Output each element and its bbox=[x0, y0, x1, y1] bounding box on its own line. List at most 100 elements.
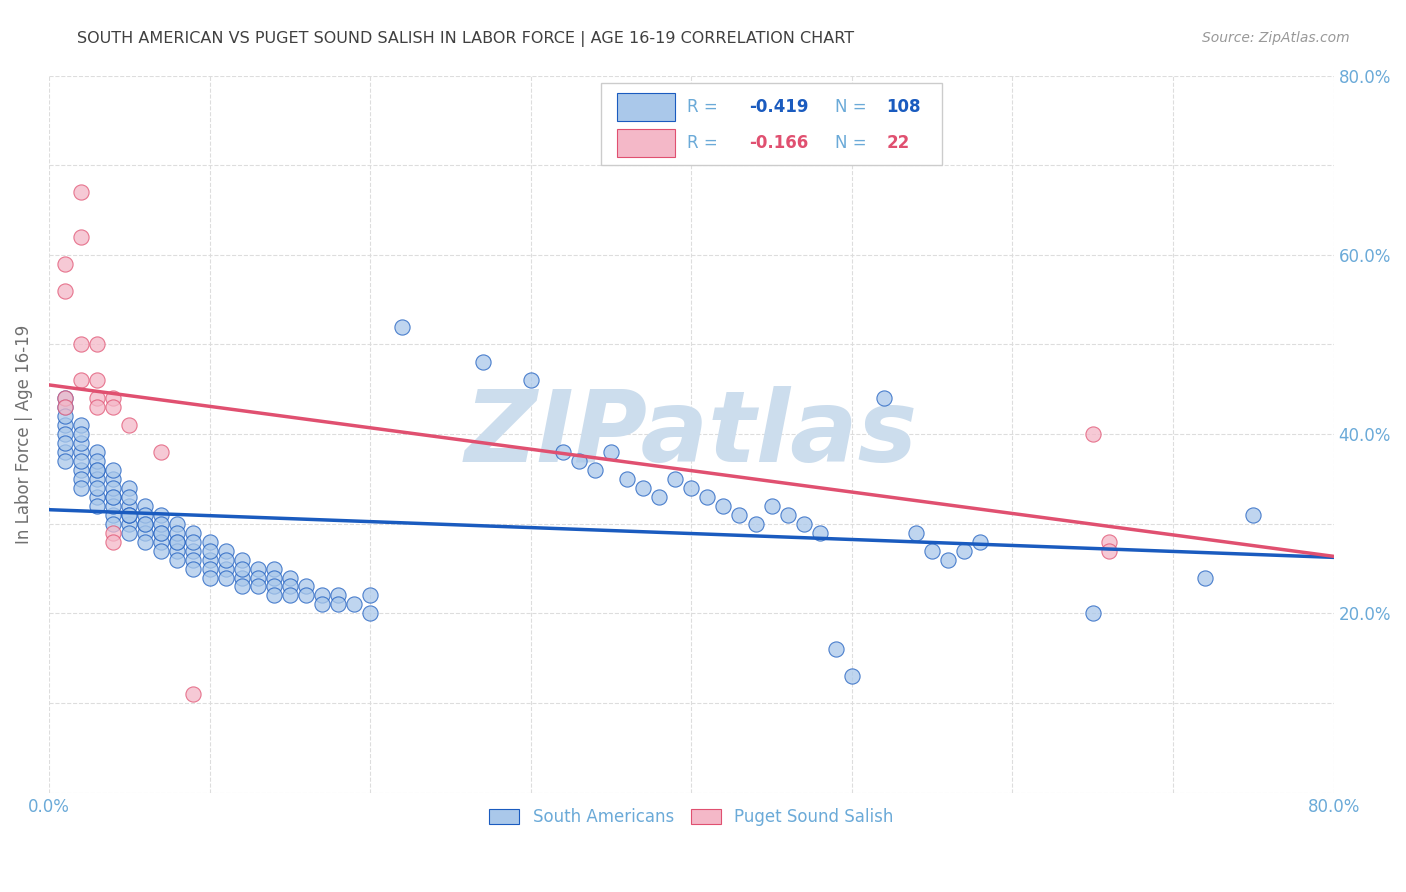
Point bbox=[183, 543, 205, 558]
Text: Source: ZipAtlas.com: Source: ZipAtlas.com bbox=[1202, 31, 1350, 45]
Point bbox=[231, 570, 253, 584]
Point bbox=[183, 687, 205, 701]
Point bbox=[70, 436, 93, 450]
Point bbox=[118, 418, 141, 433]
Point bbox=[86, 499, 108, 513]
Point bbox=[70, 337, 93, 351]
Point bbox=[311, 589, 333, 603]
Point bbox=[134, 534, 156, 549]
Point bbox=[921, 543, 943, 558]
Point bbox=[70, 481, 93, 495]
Point bbox=[713, 499, 735, 513]
Point bbox=[53, 391, 76, 405]
Point bbox=[70, 454, 93, 468]
Point bbox=[263, 589, 285, 603]
Point bbox=[53, 445, 76, 459]
Point bbox=[231, 579, 253, 593]
Point bbox=[134, 525, 156, 540]
Point bbox=[278, 579, 301, 593]
Point bbox=[118, 525, 141, 540]
Point bbox=[150, 445, 173, 459]
Point bbox=[471, 355, 494, 369]
Point bbox=[311, 598, 333, 612]
Point bbox=[664, 472, 686, 486]
Point bbox=[295, 579, 318, 593]
Point bbox=[166, 543, 188, 558]
Point bbox=[86, 472, 108, 486]
Point bbox=[103, 534, 125, 549]
Point bbox=[744, 516, 766, 531]
Point bbox=[103, 508, 125, 522]
Point bbox=[263, 570, 285, 584]
Text: N =: N = bbox=[835, 134, 872, 152]
Point bbox=[103, 499, 125, 513]
Point bbox=[103, 516, 125, 531]
Point bbox=[118, 490, 141, 504]
Point bbox=[793, 516, 815, 531]
Point bbox=[103, 472, 125, 486]
Point bbox=[696, 490, 718, 504]
Point bbox=[118, 508, 141, 522]
Point bbox=[295, 589, 318, 603]
Point bbox=[166, 534, 188, 549]
Point bbox=[53, 400, 76, 414]
FancyBboxPatch shape bbox=[617, 94, 675, 120]
Point bbox=[278, 589, 301, 603]
Point bbox=[150, 525, 173, 540]
Text: -0.166: -0.166 bbox=[749, 134, 808, 152]
Point bbox=[1098, 534, 1121, 549]
Point bbox=[359, 589, 381, 603]
Point bbox=[86, 481, 108, 495]
Point bbox=[681, 481, 703, 495]
Point bbox=[86, 490, 108, 504]
Point bbox=[198, 543, 221, 558]
Point bbox=[53, 427, 76, 442]
Text: R =: R = bbox=[688, 98, 724, 116]
Point bbox=[214, 561, 236, 575]
Point bbox=[103, 391, 125, 405]
Legend: South Americans, Puget Sound Salish: South Americans, Puget Sound Salish bbox=[481, 800, 901, 835]
Point bbox=[150, 525, 173, 540]
Point bbox=[648, 490, 671, 504]
Point bbox=[103, 400, 125, 414]
Text: 22: 22 bbox=[887, 134, 910, 152]
Point bbox=[53, 418, 76, 433]
Point bbox=[70, 418, 93, 433]
Point bbox=[166, 534, 188, 549]
Point bbox=[118, 499, 141, 513]
Point bbox=[246, 570, 269, 584]
Point bbox=[953, 543, 976, 558]
Point bbox=[134, 516, 156, 531]
Point bbox=[103, 490, 125, 504]
Point bbox=[873, 391, 896, 405]
Point bbox=[359, 607, 381, 621]
Point bbox=[118, 508, 141, 522]
Point bbox=[53, 391, 76, 405]
Point bbox=[231, 552, 253, 566]
Point bbox=[905, 525, 928, 540]
Point bbox=[86, 463, 108, 477]
Point bbox=[263, 579, 285, 593]
Point bbox=[1241, 508, 1264, 522]
Point bbox=[776, 508, 799, 522]
Point bbox=[70, 463, 93, 477]
Point bbox=[246, 579, 269, 593]
Point bbox=[183, 552, 205, 566]
Point bbox=[166, 552, 188, 566]
Point bbox=[150, 516, 173, 531]
Point bbox=[70, 445, 93, 459]
Point bbox=[198, 570, 221, 584]
Point bbox=[214, 543, 236, 558]
Point bbox=[53, 454, 76, 468]
Point bbox=[841, 669, 863, 683]
FancyBboxPatch shape bbox=[602, 83, 942, 165]
Point bbox=[70, 185, 93, 199]
Point bbox=[246, 561, 269, 575]
Point bbox=[53, 436, 76, 450]
Point bbox=[936, 552, 959, 566]
Point bbox=[134, 499, 156, 513]
Point bbox=[86, 391, 108, 405]
Point bbox=[103, 481, 125, 495]
Point bbox=[583, 463, 606, 477]
Point bbox=[70, 230, 93, 244]
